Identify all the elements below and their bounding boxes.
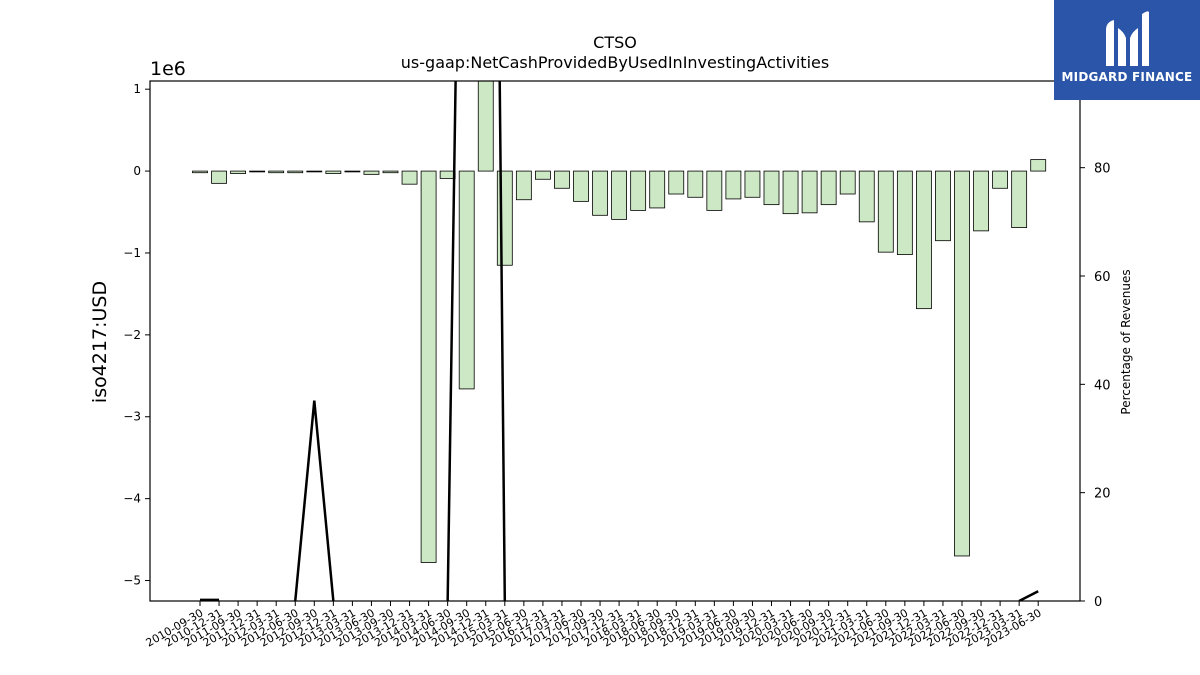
y-tick-label: 1 xyxy=(133,82,141,96)
brand-logo: MIDGARD FINANCE xyxy=(1054,0,1200,100)
bar xyxy=(1011,170,1028,228)
bar xyxy=(916,170,932,310)
bar xyxy=(935,170,951,242)
bar xyxy=(782,170,799,215)
bar xyxy=(249,170,266,173)
y2-tick-label: 80 xyxy=(1094,162,1111,177)
x-axis: 2010-09-302010-12-312011-09-302011-12-31… xyxy=(144,601,1044,650)
bar xyxy=(363,170,380,175)
bar xyxy=(344,170,361,173)
chart-subtitle: us-gaap:NetCashProvidedByUsedInInvesting… xyxy=(401,53,829,72)
logo-icon xyxy=(1106,11,1149,67)
plot-frame xyxy=(149,80,1081,602)
bar xyxy=(458,170,475,390)
bar xyxy=(725,170,742,200)
line-segment xyxy=(294,400,335,601)
bar xyxy=(668,170,685,195)
bar xyxy=(763,170,780,206)
line-series xyxy=(200,81,1039,601)
y2-axis: 0 20 40 60 80 xyxy=(1080,162,1111,610)
bar xyxy=(230,170,247,174)
y-offset-label: 1e6 xyxy=(150,58,186,80)
line-segment xyxy=(446,81,507,601)
bar xyxy=(839,170,856,195)
bar xyxy=(211,170,227,184)
line-segment xyxy=(1018,590,1039,601)
y2-axis-label: Percentage of Revenues xyxy=(1119,269,1133,414)
bar-series xyxy=(192,81,1047,563)
bar xyxy=(592,170,608,216)
bar xyxy=(896,170,913,256)
y2-tick-label: 60 xyxy=(1094,270,1111,285)
bar xyxy=(573,170,589,202)
bar xyxy=(535,170,551,180)
y-axis-label: iso4217:USD xyxy=(89,281,111,403)
y-tick-label: 0 xyxy=(133,164,141,178)
bar xyxy=(954,170,970,557)
bar xyxy=(1030,159,1047,172)
y-tick-label: −3 xyxy=(123,410,141,424)
bar xyxy=(477,81,494,172)
bar xyxy=(515,170,532,201)
bar xyxy=(287,170,304,174)
bar xyxy=(820,170,837,206)
bar xyxy=(306,170,323,173)
logo-text: MIDGARD FINANCE xyxy=(1061,70,1193,84)
bar xyxy=(706,170,723,211)
y-tick-label: −4 xyxy=(123,492,141,506)
bar xyxy=(973,170,989,232)
bar xyxy=(649,170,666,209)
bar xyxy=(992,170,1008,189)
bar xyxy=(268,170,285,174)
bar xyxy=(687,170,704,198)
y-tick-label: −5 xyxy=(123,574,141,588)
bar xyxy=(630,170,647,211)
bar xyxy=(401,170,418,185)
y-axis: 1 0 −1 −2 −3 −4 −5 xyxy=(123,82,150,588)
chart-title: CTSO xyxy=(593,33,637,52)
bar xyxy=(192,170,208,174)
bar xyxy=(611,170,627,220)
bar xyxy=(382,170,399,174)
bar xyxy=(858,170,875,223)
bar xyxy=(801,170,818,214)
bar xyxy=(877,170,894,253)
y-tick-label: −1 xyxy=(123,246,141,260)
bar xyxy=(325,170,342,174)
bar xyxy=(420,170,437,563)
y2-tick-label: 0 xyxy=(1094,595,1102,610)
bar xyxy=(744,170,761,198)
y2-tick-label: 40 xyxy=(1094,378,1111,393)
bar xyxy=(554,170,570,189)
y-tick-label: −2 xyxy=(123,328,141,342)
y2-tick-label: 20 xyxy=(1094,487,1111,502)
